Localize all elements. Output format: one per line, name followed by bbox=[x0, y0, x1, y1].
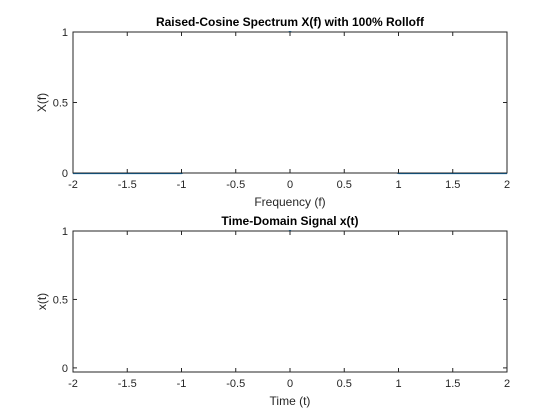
x-axis-label: Frequency (f) bbox=[254, 195, 325, 209]
x-tick-label: -2 bbox=[68, 378, 78, 390]
x-tick-label: 1 bbox=[395, 179, 401, 191]
axes-border bbox=[72, 31, 508, 174]
x-tick-label: 1.5 bbox=[445, 179, 460, 191]
y-tick-label: 1 bbox=[62, 226, 68, 238]
axes-panel-1: -2 -1.5 -1 -0.5 0 0.5 1 1.5 2 0 0.5 1 Raised-Cosine … bbox=[35, 15, 510, 209]
y-axis-label: X(f) bbox=[35, 93, 49, 112]
y-axis-label: x(t) bbox=[35, 293, 49, 310]
x-tick-label: -1.5 bbox=[118, 378, 137, 390]
x-tick-label: 0.5 bbox=[337, 378, 352, 390]
x-tick-label: 1 bbox=[395, 378, 401, 390]
x-tick-label: -0.5 bbox=[226, 378, 245, 390]
y-tick-label: 0 bbox=[62, 168, 68, 180]
x-tick-label: 1.5 bbox=[445, 378, 460, 390]
x-tick-label: 0 bbox=[287, 179, 293, 191]
x-tick-label: -1 bbox=[177, 179, 187, 191]
x-axis-label: Time (t) bbox=[270, 394, 311, 408]
y-tick-label: 0.5 bbox=[53, 98, 68, 110]
x-tick-label: -1.5 bbox=[118, 179, 137, 191]
x-tick-label: -2 bbox=[68, 179, 78, 191]
x-tick-label: 2 bbox=[504, 378, 510, 390]
axes-border bbox=[72, 230, 508, 373]
x-tick-label: -1 bbox=[177, 378, 187, 390]
x-tick-label: 0 bbox=[287, 378, 293, 390]
x-tick-label: 0.5 bbox=[337, 179, 352, 191]
axes-panel-2: -2 -1.5 -1 -0.5 0 0.5 1 1.5 2 0 0.5 1 Time-Domain Si… bbox=[35, 214, 510, 408]
y-tick-label: 0.5 bbox=[53, 294, 68, 306]
y-tick-label: 1 bbox=[62, 27, 68, 39]
x-tick-label: -0.5 bbox=[226, 179, 245, 191]
chart-title: Raised-Cosine Spectrum X(f) with 100% Ro… bbox=[156, 15, 425, 29]
x-tick-label: 2 bbox=[504, 179, 510, 191]
chart-title: Time-Domain Signal x(t) bbox=[221, 214, 358, 228]
y-tick-label: 0 bbox=[62, 363, 68, 375]
